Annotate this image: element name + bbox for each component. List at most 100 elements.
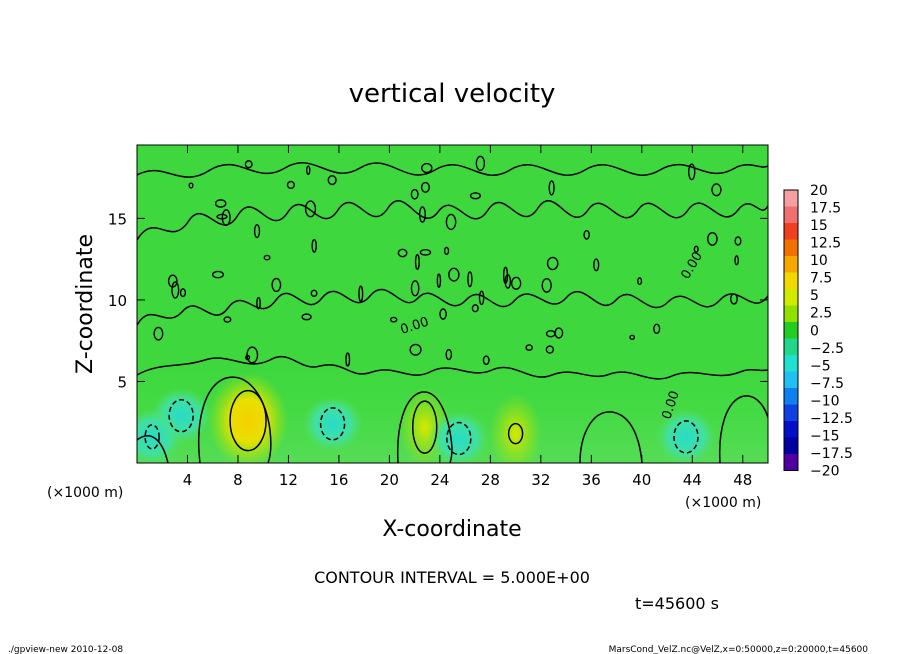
small-contour [410,188,419,200]
colorbar-swatch [784,421,798,438]
x-tick-label: 24 [430,471,449,489]
small-contour [448,267,460,282]
y-axis-label: Z-coordinate [73,234,98,374]
small-contour [410,280,420,297]
small-contour [734,255,739,266]
x-tick-label: 44 [683,471,702,489]
colorbar-swatch [784,338,798,355]
colorbar-swatch [784,190,798,207]
small-contour [286,180,295,190]
small-contour [545,330,556,338]
x-unit-label: (×1000 m) [685,495,761,511]
colorbar-label: 12.5 [810,236,841,252]
x-tick-label: 36 [582,471,601,489]
small-contour [253,223,261,239]
x-tick-label: 48 [733,471,752,489]
small-contour [583,230,590,240]
zero-contour-top [137,162,768,178]
small-contour [545,345,555,354]
small-contour [245,354,251,361]
small-contour [548,180,555,196]
small-contour [306,165,311,176]
small-contour [311,238,317,253]
z-unit-label: (×1000 m) [47,485,123,501]
small-contour [693,245,699,253]
small-contour [445,348,453,361]
small-contour [734,236,742,246]
colorbar-swatch [784,437,798,454]
colorbar: 20 17.515 12.510 7.55 2.50 −2.5−5 −7.5−10 −12.5… [783,183,853,480]
x-axis-label: X-coordinate [382,517,521,542]
x-tick-label: 12 [279,471,298,489]
small-contour [389,316,398,323]
contour-around-updraft-3 [579,411,643,463]
footer-left: ./gpview-new 2010-12-08 [8,645,123,654]
colorbar-swatch [784,206,798,223]
zero-contour-lower [137,355,768,380]
colorbar-swatch [784,305,798,322]
small-contour [409,343,422,356]
updraft-contour [411,400,438,454]
x-tick-label: 4 [183,471,193,489]
small-contour [358,285,364,303]
colorbar-label: −2.5 [810,341,844,357]
small-contour [711,183,722,197]
contour-noise [153,155,742,367]
small-contour [478,290,485,306]
y-tick-label: 5 [117,373,127,391]
updraft-contour [229,389,267,452]
small-contour [502,266,509,284]
colorbar-label: 5 [810,288,819,304]
x-tick-label: 32 [531,471,550,489]
y-tick-label: 10 [108,292,127,310]
small-contour [310,289,318,297]
colorbar-label: −20 [810,464,840,480]
small-contour [525,344,533,351]
updraft-shading [208,372,289,463]
small-contour [637,277,643,286]
colorbar-swatch [784,289,798,306]
contour-right-column [718,395,768,463]
y-tick-label: 15 [108,210,127,228]
small-contour [171,281,180,299]
downdraft-shading [428,410,489,463]
contour-interval: CONTOUR INTERVAL = 5.000E+00 [314,568,590,587]
chart-title: vertical velocity [349,79,556,109]
contour-around-updraft-2 [396,391,453,463]
y-axis: 5 10 15 [108,210,768,391]
colorbar-label: 7.5 [810,271,832,287]
colorbar-swatch [784,371,798,388]
small-contour [256,296,261,310]
small-contour [436,273,442,288]
downdraft-contour [446,421,472,456]
colorbar-label: 17.5 [810,201,841,217]
colorbar-swatch [784,404,798,421]
small-contour [420,181,431,193]
colorbar-label: 10 [810,253,828,269]
downdraft-contour [673,420,699,454]
zero-contour-upper [137,200,768,241]
x-tick-label: 8 [233,471,243,489]
small-contour [629,334,636,341]
plot-frame [136,144,769,464]
updraft-contour [507,422,524,445]
plot-area: 0.00 0.00 0.00 [137,145,768,463]
small-contour [179,288,187,298]
small-contour [469,192,482,200]
x-tick-label: 40 [632,471,651,489]
contour-around-updraft-1 [197,376,272,463]
colorbar-label: 0 [810,323,819,339]
colorbar-label: −10 [810,393,840,409]
downdraft-contour [144,424,160,450]
colorbar-label: −15 [810,428,840,444]
colorbar-frame [783,189,799,471]
colorbar-swatch [784,239,798,256]
colorbar-label: 2.5 [810,306,832,322]
colorbar-swatch [784,256,798,273]
x-tick-label: 28 [481,471,500,489]
small-contour [304,200,317,218]
small-contour [223,316,232,323]
colorbar-label: −5 [810,358,831,374]
time-label: t=45600 s [635,594,719,613]
